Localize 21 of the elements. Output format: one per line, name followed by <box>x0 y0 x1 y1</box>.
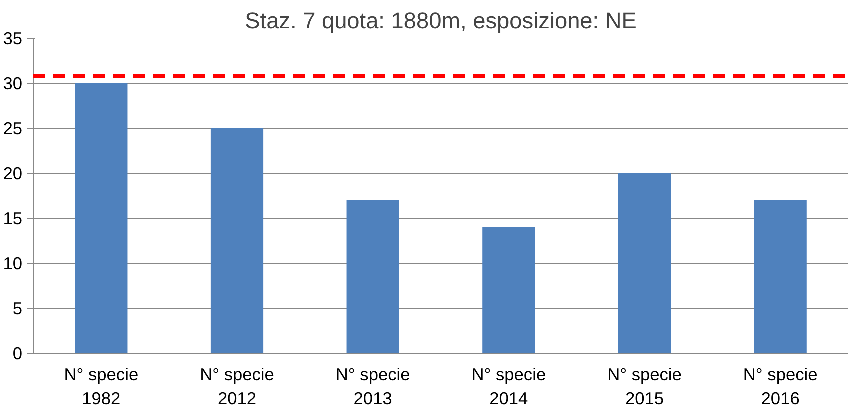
x-tick-label: N° specie 2012 <box>200 364 274 408</box>
bar <box>210 128 264 354</box>
bar <box>346 200 400 354</box>
y-tick-label: 30 <box>3 74 23 94</box>
x-tick-label: N° specie 2016 <box>743 364 818 408</box>
bar <box>482 227 536 354</box>
x-tick-label: N° specie 2014 <box>472 364 546 408</box>
chart-title: Staz. 7 quota: 1880m, esposizione: NE <box>245 8 637 34</box>
x-tick-label: N° specie 2013 <box>336 364 410 408</box>
y-tick-label: 10 <box>3 254 23 274</box>
bar <box>754 200 807 354</box>
bar <box>75 83 128 354</box>
y-tick-label: 5 <box>12 298 23 318</box>
bar <box>618 173 672 354</box>
x-tick-label: N° specie 1982 <box>64 364 139 408</box>
x-tick-label: N° specie 2015 <box>608 364 682 408</box>
y-tick-label: 20 <box>3 164 23 184</box>
y-tick-label: 15 <box>3 208 23 228</box>
y-tick-label: 25 <box>3 118 23 138</box>
y-tick-label: 35 <box>3 28 23 48</box>
y-tick-label: 0 <box>12 344 23 364</box>
